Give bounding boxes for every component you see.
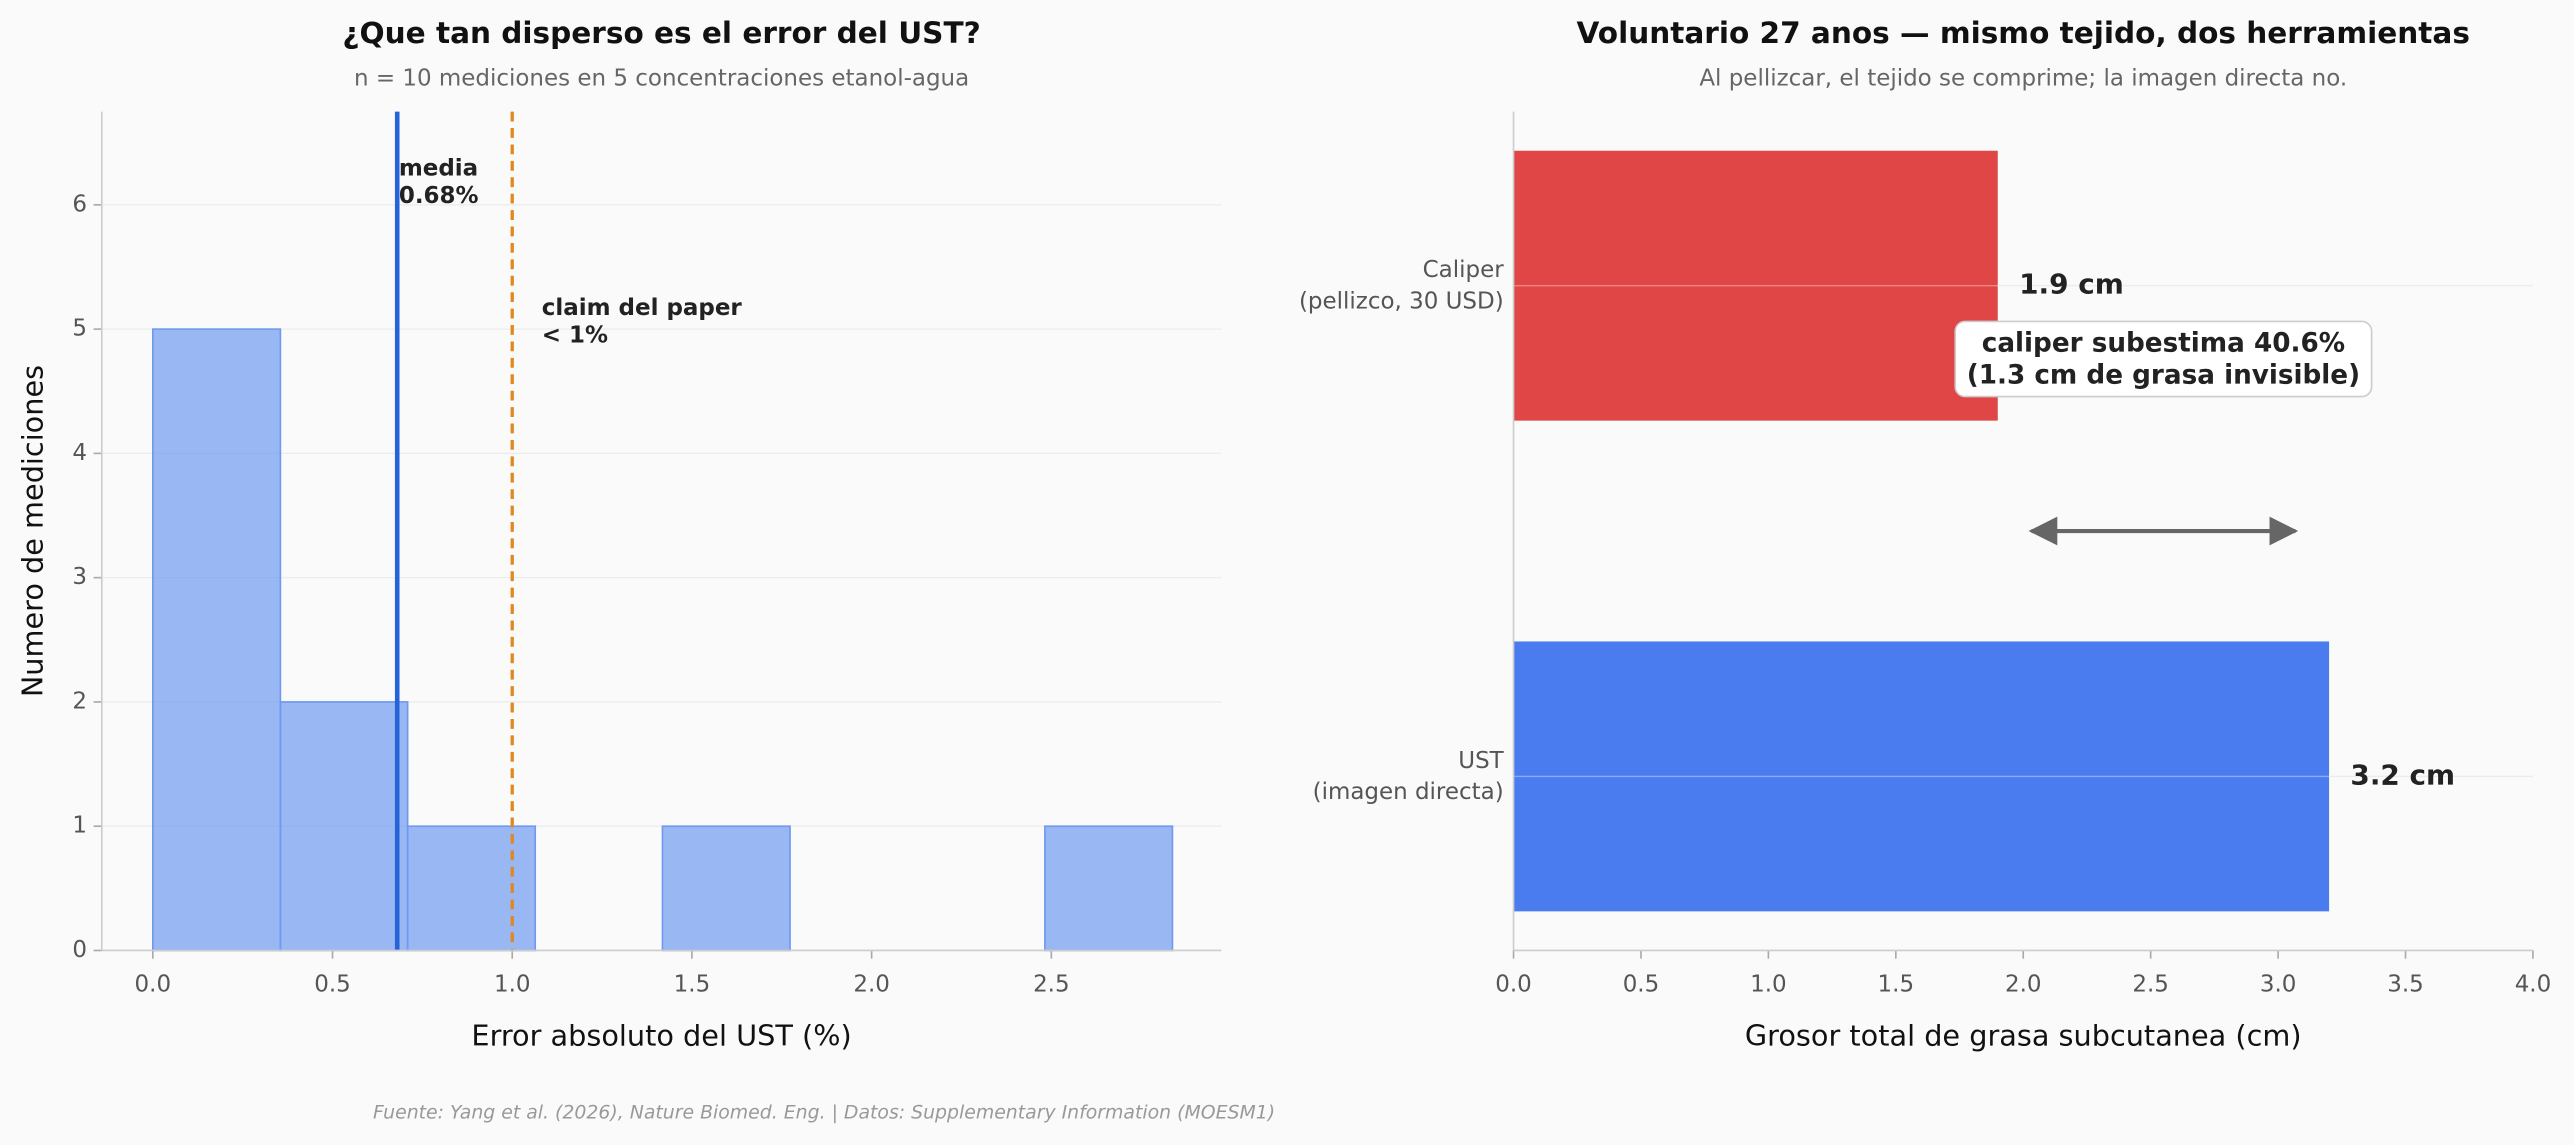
bar — [1513, 641, 2330, 912]
y-axis-label: Numero de mediciones — [15, 365, 49, 697]
histogram-bar — [1044, 825, 1174, 952]
x-tick-label: 0.5 — [314, 971, 351, 997]
x-tick-label: 0.0 — [1495, 971, 1532, 997]
x-tick-label: 1.0 — [494, 971, 531, 997]
histogram-bar — [151, 328, 282, 952]
histogram-bar — [279, 701, 409, 952]
y-tick-label: 5 — [72, 316, 87, 342]
reference-label: claim del paper < 1% — [542, 294, 743, 348]
y-tick-label: UST (imagen directa) — [1313, 747, 1505, 804]
y-tick-label: 2 — [72, 688, 87, 714]
chart-title: Voluntario 27 anos — mismo tejido, dos h… — [1577, 16, 2470, 50]
chart-title: ¿Que tan disperso es el error del UST? — [342, 16, 980, 50]
y-tick-label: 4 — [72, 440, 87, 466]
x-tick-label: 0.0 — [135, 971, 172, 997]
y-tick-label: 3 — [72, 564, 87, 590]
y-tick-label: 1 — [72, 813, 87, 839]
annotation: caliper subestima 40.6% (1.3 cm de grasa … — [1954, 320, 2373, 398]
x-tick-label: 4.0 — [2515, 971, 2552, 997]
x-tick-label: 0.5 — [1623, 971, 1660, 997]
x-tick-label: 1.5 — [1878, 971, 1915, 997]
x-tick-label: 1.0 — [1750, 971, 1787, 997]
x-tick-label: 3.0 — [2260, 971, 2297, 997]
x-tick-label: 2.0 — [853, 971, 890, 997]
chart-subtitle: n = 10 mediciones en 5 concentraciones e… — [354, 65, 969, 91]
histogram-bar — [661, 825, 791, 952]
footer: Fuente: Yang et al. (2026), Nature Biome… — [373, 1101, 1275, 1123]
x-axis-label: Grosor total de grasa subcutanea (cm) — [1745, 1018, 2302, 1052]
y-tick-label: Caliper (pellizco, 30 USD) — [1299, 257, 1504, 314]
annotation-box — [1954, 320, 2373, 398]
x-tick-label: 2.0 — [2005, 971, 2042, 997]
chart-subtitle: Al pellizcar, el tejido se comprime; la … — [1699, 65, 2347, 91]
y-tick-label: 6 — [72, 191, 87, 217]
reference-label: media 0.68% — [399, 155, 479, 209]
x-tick-label: 1.5 — [674, 971, 711, 997]
x-tick-label: 2.5 — [2132, 971, 2169, 997]
y-tick-label: 0 — [72, 937, 87, 963]
x-axis-label: Error absoluto del UST (%) — [471, 1018, 851, 1052]
value-label: 1.9 cm — [2019, 268, 2124, 301]
value-label: 3.2 cm — [2350, 758, 2455, 791]
annotation-text: caliper subestima 40.6% (1.3 cm de grasa … — [1967, 328, 2360, 390]
x-tick-label: 2.5 — [1033, 971, 1070, 997]
x-tick-label: 3.5 — [2387, 971, 2424, 997]
bar — [1513, 150, 1998, 421]
histogram-bar — [406, 825, 537, 952]
